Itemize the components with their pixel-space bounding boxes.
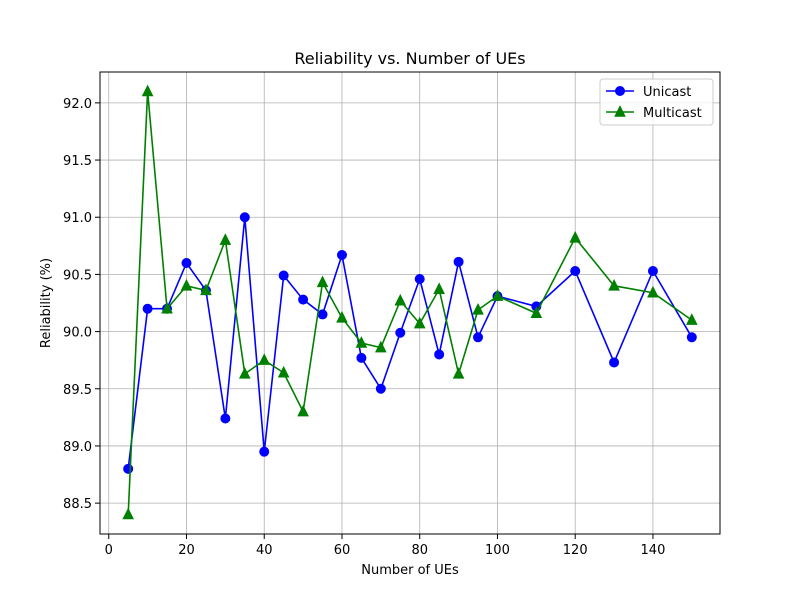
unicast-point xyxy=(123,463,134,474)
multicast-series xyxy=(122,84,698,520)
x-tick-label: 0 xyxy=(105,543,113,558)
y-tick-label: 90.5 xyxy=(63,268,92,283)
unicast-point xyxy=(375,383,386,394)
y-tick-label: 90.0 xyxy=(63,326,92,341)
x-axis-title: Number of UEs xyxy=(361,563,459,578)
multicast-point xyxy=(141,84,154,97)
x-axis: 0 20 40 60 80 100 120 140 xyxy=(105,534,666,558)
unicast-point xyxy=(570,265,581,276)
x-tick-label: 140 xyxy=(641,543,666,558)
multicast-point xyxy=(452,367,465,379)
unicast-series xyxy=(123,212,697,474)
multicast-point xyxy=(375,340,387,353)
unicast-point xyxy=(434,349,445,360)
multicast-point xyxy=(316,275,329,288)
unicast-point xyxy=(142,303,153,314)
unicast-point xyxy=(473,332,484,343)
multicast-point xyxy=(433,282,445,295)
multicast-point xyxy=(180,278,193,291)
plot-frame xyxy=(99,71,721,535)
y-tick-label: 88.5 xyxy=(63,497,92,512)
unicast-point xyxy=(609,357,620,368)
y-tick-label: 89.5 xyxy=(63,383,92,398)
unicast-point xyxy=(336,249,347,260)
multicast-point xyxy=(413,316,426,329)
unicast-point xyxy=(239,212,250,223)
multicast-point xyxy=(161,301,173,314)
x-tick-label: 80 xyxy=(411,543,428,558)
unicast-point xyxy=(686,332,697,343)
x-tick-label: 100 xyxy=(485,543,510,558)
multicast-point xyxy=(122,507,134,520)
unicast-point xyxy=(278,270,289,281)
unicast-point xyxy=(181,257,192,268)
multicast-point xyxy=(472,302,484,315)
y-axis-title: Reliability (%) xyxy=(39,258,54,348)
multicast-point xyxy=(200,283,212,296)
chart-title: Reliability vs. Number of UEs xyxy=(294,49,525,68)
y-tick-label: 91.5 xyxy=(63,154,92,169)
y-tick-label: 89.0 xyxy=(63,440,92,455)
y-tick-label: 92.0 xyxy=(63,97,92,112)
multicast-point xyxy=(647,285,659,298)
unicast-point xyxy=(317,309,328,320)
unicast-point xyxy=(356,352,367,363)
legend-multicast-label: Multicast xyxy=(643,106,702,121)
multicast-point xyxy=(491,289,504,301)
multicast-point xyxy=(608,278,620,291)
multicast-point xyxy=(277,365,290,378)
unicast-point xyxy=(395,327,406,338)
series-layer xyxy=(122,84,698,520)
multicast-point xyxy=(686,313,698,325)
legend-unicast-marker xyxy=(615,86,625,96)
unicast-point xyxy=(220,413,231,424)
legend-multicast-marker xyxy=(614,105,626,117)
multicast-point xyxy=(219,233,232,245)
multicast-point xyxy=(355,336,368,348)
legend: Unicast Multicast xyxy=(599,78,714,126)
unicast-point xyxy=(259,446,270,457)
x-tick-label: 120 xyxy=(563,543,588,558)
multicast-point xyxy=(394,293,407,306)
y-tick-label: 91.0 xyxy=(63,211,92,226)
unicast-point xyxy=(647,265,658,276)
multicast-point xyxy=(569,230,582,243)
multicast-point xyxy=(530,306,543,319)
y-axis: 88.5 89.0 89.5 90.0 90.5 91.0 91.5 92.0 xyxy=(63,97,100,512)
unicast-point xyxy=(298,294,309,305)
x-tick-label: 40 xyxy=(256,543,273,558)
unicast-point xyxy=(414,273,425,284)
multicast-point xyxy=(297,404,309,417)
legend-unicast-label: Unicast xyxy=(643,85,691,100)
multicast-point xyxy=(258,353,271,365)
x-tick-label: 60 xyxy=(334,543,351,558)
x-tick-label: 20 xyxy=(178,543,195,558)
multicast-point xyxy=(336,310,348,323)
grid-lines xyxy=(100,72,720,534)
unicast-point xyxy=(453,256,464,267)
multicast-point xyxy=(238,367,251,379)
